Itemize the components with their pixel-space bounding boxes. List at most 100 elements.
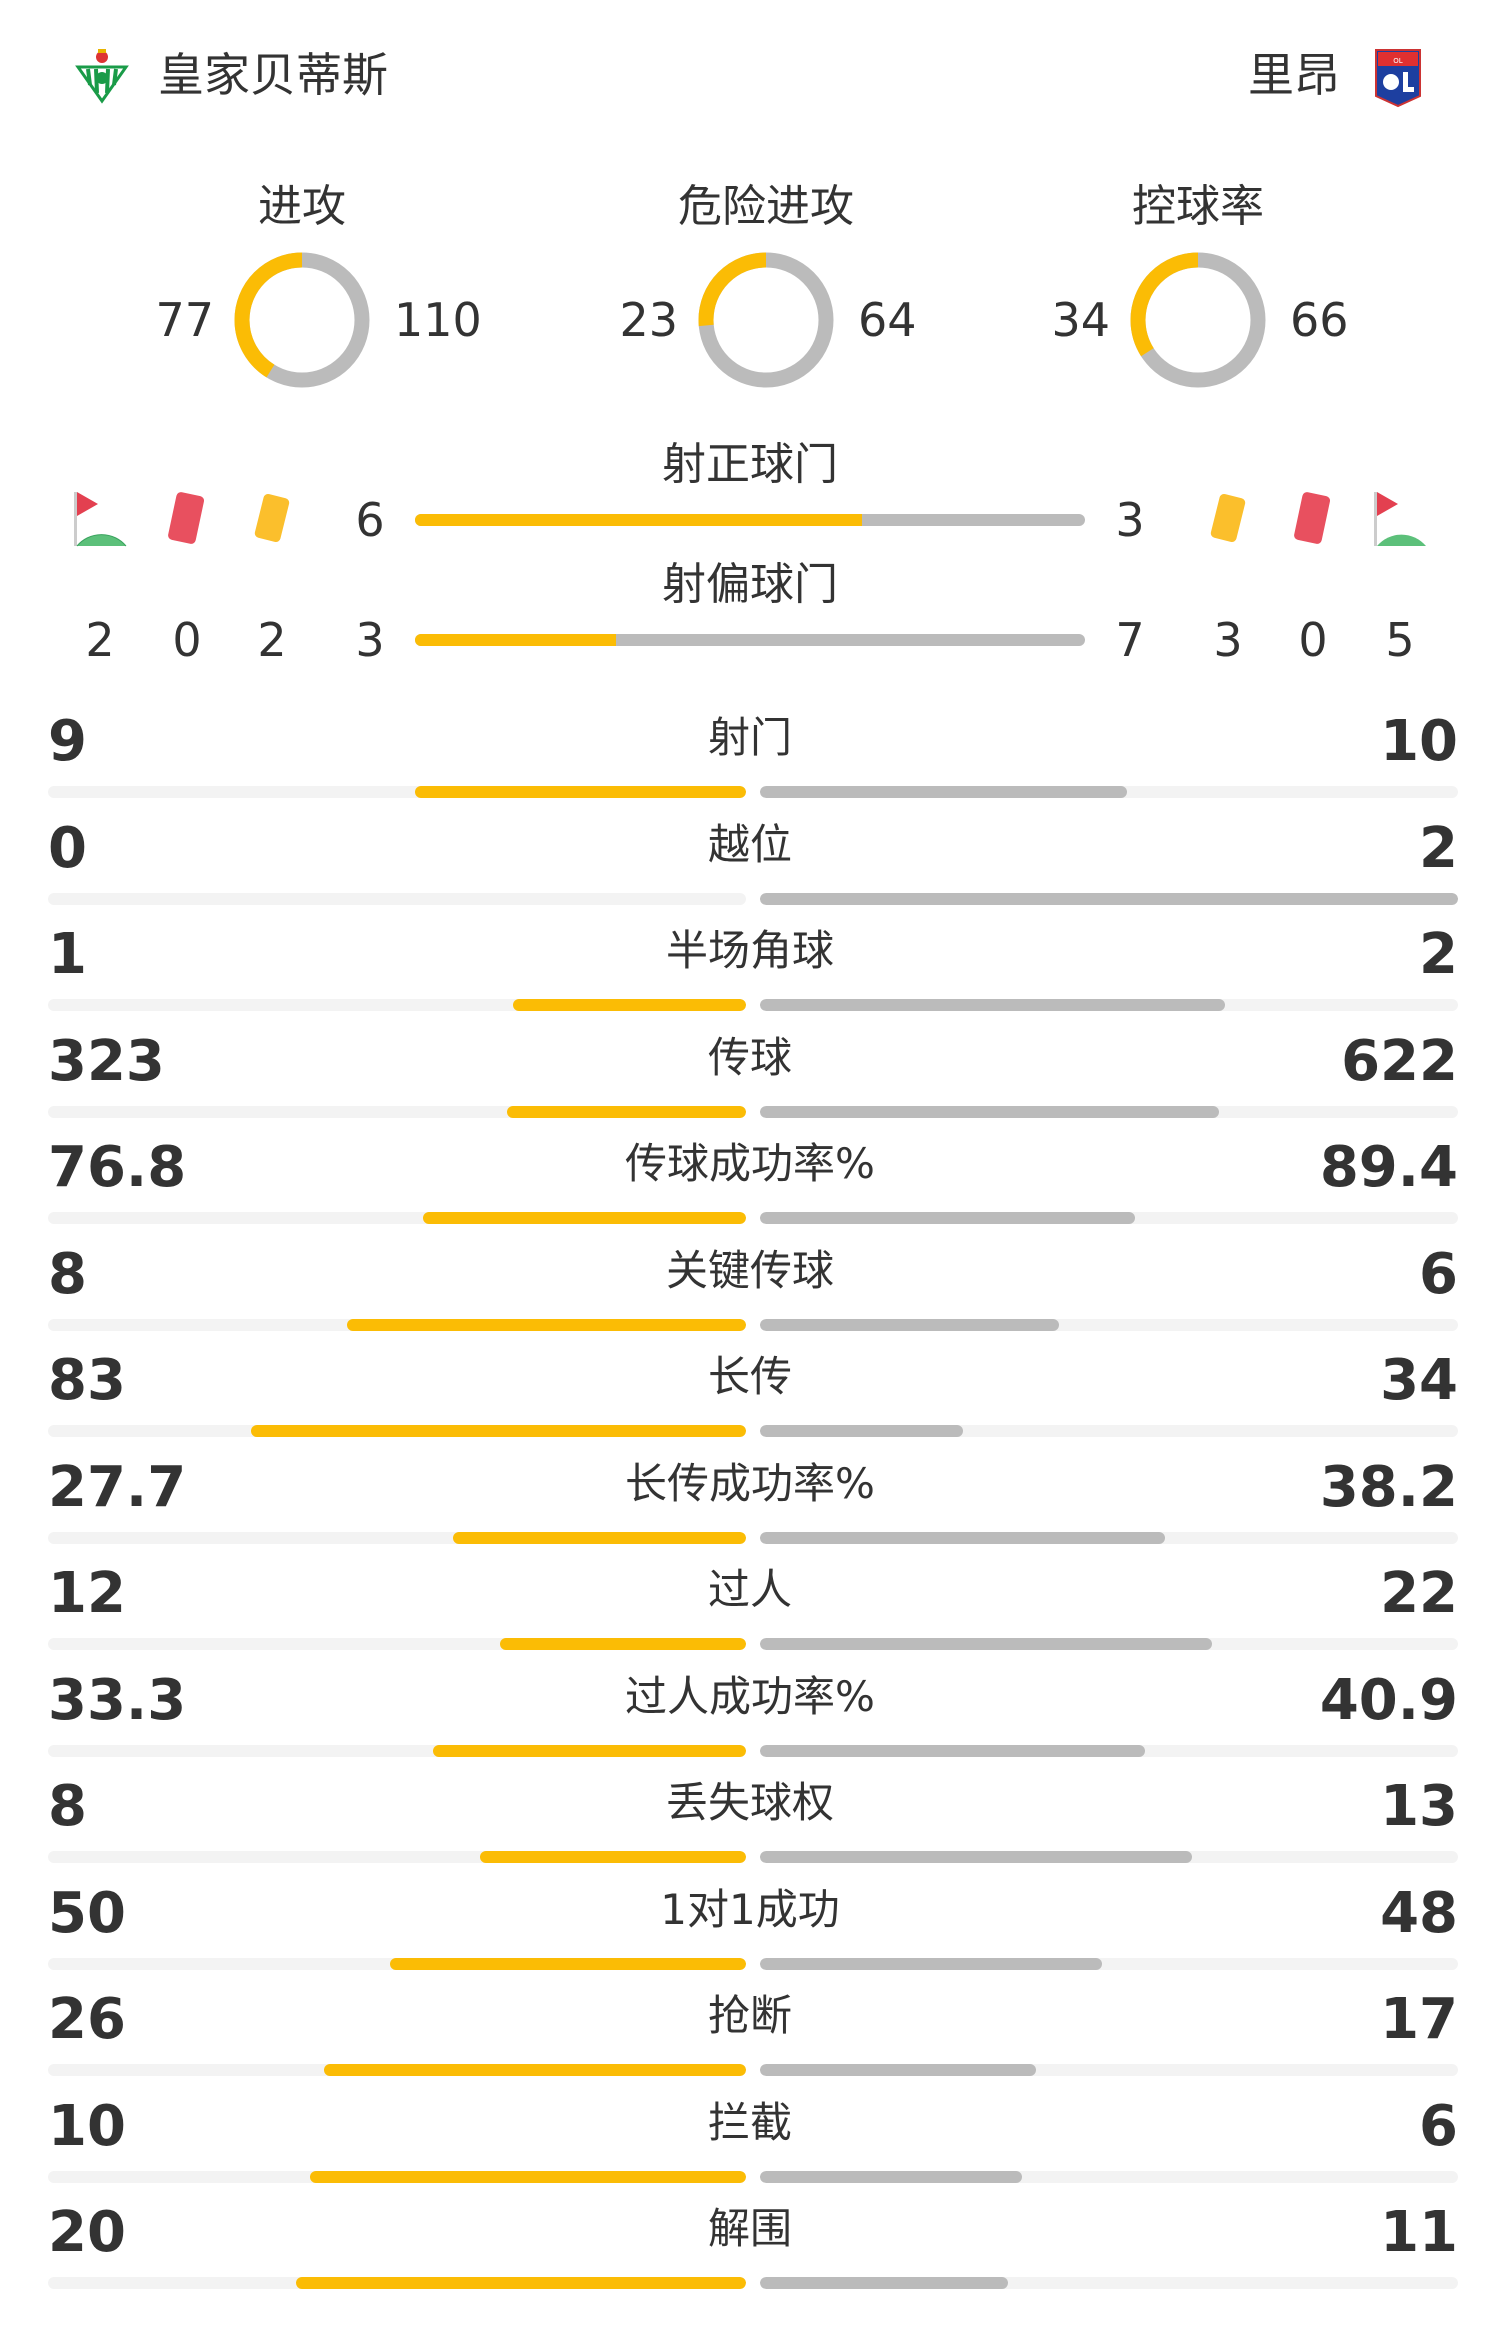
stat-label: 解围 — [707, 2204, 792, 2253]
stat-label: 丢失球权 — [665, 1778, 834, 1827]
stat-away-track — [760, 1957, 1458, 1970]
stat-away-bar — [760, 1425, 963, 1437]
donut-home-value: 34 — [1051, 293, 1110, 347]
stat-away-bar — [760, 999, 1226, 1011]
stat-label: 过人成功率% — [625, 1671, 875, 1721]
stat-home-bar — [423, 1212, 746, 1224]
stat-row: 1 半场角球 2 — [0, 915, 1500, 1021]
shots-off-target-home-fill — [415, 634, 616, 646]
stat-home-value: 1 — [48, 922, 87, 987]
shots-on-target-title: 射正球门 — [662, 439, 838, 490]
stat-away-value: 22 — [1380, 1561, 1458, 1626]
stat-row: 26 抢断 17 — [0, 1980, 1500, 2086]
shots-off-target-home: 3 — [355, 613, 385, 667]
stat-home-bar — [347, 1318, 746, 1331]
stat-home-bar — [432, 1744, 746, 1757]
stat-row: 8 关键传球 6 — [0, 1235, 1500, 1341]
stat-away-value: 34 — [1380, 1348, 1458, 1413]
stat-away-bar — [760, 1318, 1060, 1331]
stat-away-bar — [760, 1531, 1165, 1544]
stat-home-track — [48, 1531, 746, 1544]
stat-away-value: 38.2 — [1319, 1454, 1458, 1520]
away-red-cards: 0 — [1298, 613, 1328, 667]
stat-away-bar — [760, 1212, 1136, 1224]
donut-chart — [234, 252, 370, 388]
stat-away-bar — [760, 786, 1128, 798]
donut-chart — [1130, 252, 1266, 388]
stat-home-track — [48, 1212, 746, 1224]
stat-label: 传球 — [707, 1032, 792, 1082]
stat-home-bar — [507, 1105, 746, 1118]
stat-home-value: 323 — [48, 1028, 165, 1094]
stat-label: 1对1成功 — [660, 1884, 840, 1934]
stat-home-value: 26 — [48, 1987, 126, 2052]
svg-text:OL: OL — [1393, 57, 1403, 65]
stat-home-track — [48, 2277, 746, 2289]
donut-title: 危险进攻 — [678, 181, 854, 232]
stat-away-track — [760, 1531, 1458, 1544]
stat-home-bar — [415, 786, 746, 798]
stat-row: 76.8 传球成功率% 89.4 — [0, 1128, 1500, 1234]
stat-home-value: 0 — [48, 815, 87, 881]
stat-row: 20 解围 11 — [0, 2193, 1500, 2299]
stat-away-track — [760, 1105, 1458, 1118]
stat-home-value: 33.3 — [48, 1667, 187, 1733]
stat-away-bar — [760, 2064, 1036, 2076]
stat-row: 323 传球 622 — [0, 1022, 1500, 1128]
donut-home-value: 77 — [155, 293, 214, 347]
donut-title: 进攻 — [258, 181, 346, 232]
stat-away-value: 6 — [1419, 2093, 1458, 2159]
stat-away-value: 13 — [1380, 1774, 1458, 1839]
stat-away-bar — [760, 2170, 1022, 2183]
stat-away-value: 6 — [1419, 1241, 1458, 1307]
stat-away-value: 89.4 — [1319, 1135, 1458, 1200]
stat-home-value: 27.7 — [48, 1454, 187, 1520]
stat-home-bar — [499, 1638, 746, 1650]
stat-row: 12 过人 22 — [0, 1554, 1500, 1660]
home-red-cards: 0 — [172, 613, 202, 667]
stat-home-track — [48, 786, 746, 798]
stat-away-track — [760, 1212, 1458, 1224]
stat-label: 拦截 — [707, 2097, 792, 2147]
stat-away-track — [760, 1851, 1458, 1863]
stat-home-bar — [250, 1425, 746, 1437]
stat-home-value: 8 — [48, 1241, 87, 1307]
donut-title: 控球率 — [1132, 181, 1264, 232]
stat-label: 射门 — [707, 713, 792, 762]
stat-row: 50 1对1成功 48 — [0, 1874, 1500, 1980]
stat-away-value: 17 — [1380, 1987, 1458, 2052]
yellow-card-icon — [1210, 493, 1246, 543]
stat-label: 抢断 — [707, 1991, 792, 2040]
stat-away-track — [760, 2170, 1458, 2183]
stat-home-track — [48, 1851, 746, 1863]
stat-home-value: 9 — [48, 709, 87, 774]
donut-home-arc — [234, 252, 370, 388]
stat-away-value: 10 — [1380, 709, 1458, 774]
stat-away-value: 11 — [1380, 2200, 1458, 2265]
stat-home-track — [48, 1318, 746, 1331]
shots-on-target-home: 6 — [355, 493, 385, 547]
donut-home-arc — [698, 252, 834, 388]
stat-row: 9 射门 10 — [0, 702, 1500, 808]
shots-off-target-title: 射偏球门 — [662, 559, 838, 610]
shots-on-target-away: 3 — [1115, 493, 1145, 547]
stat-away-value: 2 — [1419, 922, 1458, 987]
stat-away-bar — [760, 1851, 1193, 1863]
corner-flag-icon — [74, 492, 127, 547]
shots-off-target-bar — [415, 634, 1085, 646]
shots-on-target-home-fill — [415, 514, 862, 526]
away-yellow-cards: 3 — [1213, 613, 1243, 667]
donut-chart — [698, 252, 834, 388]
home-corners: 2 — [85, 613, 115, 667]
stat-row: 33.3 过人成功率% 40.9 — [0, 1661, 1500, 1767]
donut-away-value: 66 — [1290, 293, 1349, 347]
stat-home-track — [48, 1957, 746, 1970]
stat-label: 半场角球 — [665, 926, 834, 975]
stat-row: 83 长传 34 — [0, 1341, 1500, 1447]
stat-home-track — [48, 2170, 746, 2183]
stat-away-track — [760, 892, 1458, 905]
red-card-icon — [168, 492, 205, 544]
stat-home-value: 12 — [48, 1561, 126, 1626]
real-betis-logo — [75, 49, 129, 104]
stat-label: 越位 — [707, 819, 792, 869]
